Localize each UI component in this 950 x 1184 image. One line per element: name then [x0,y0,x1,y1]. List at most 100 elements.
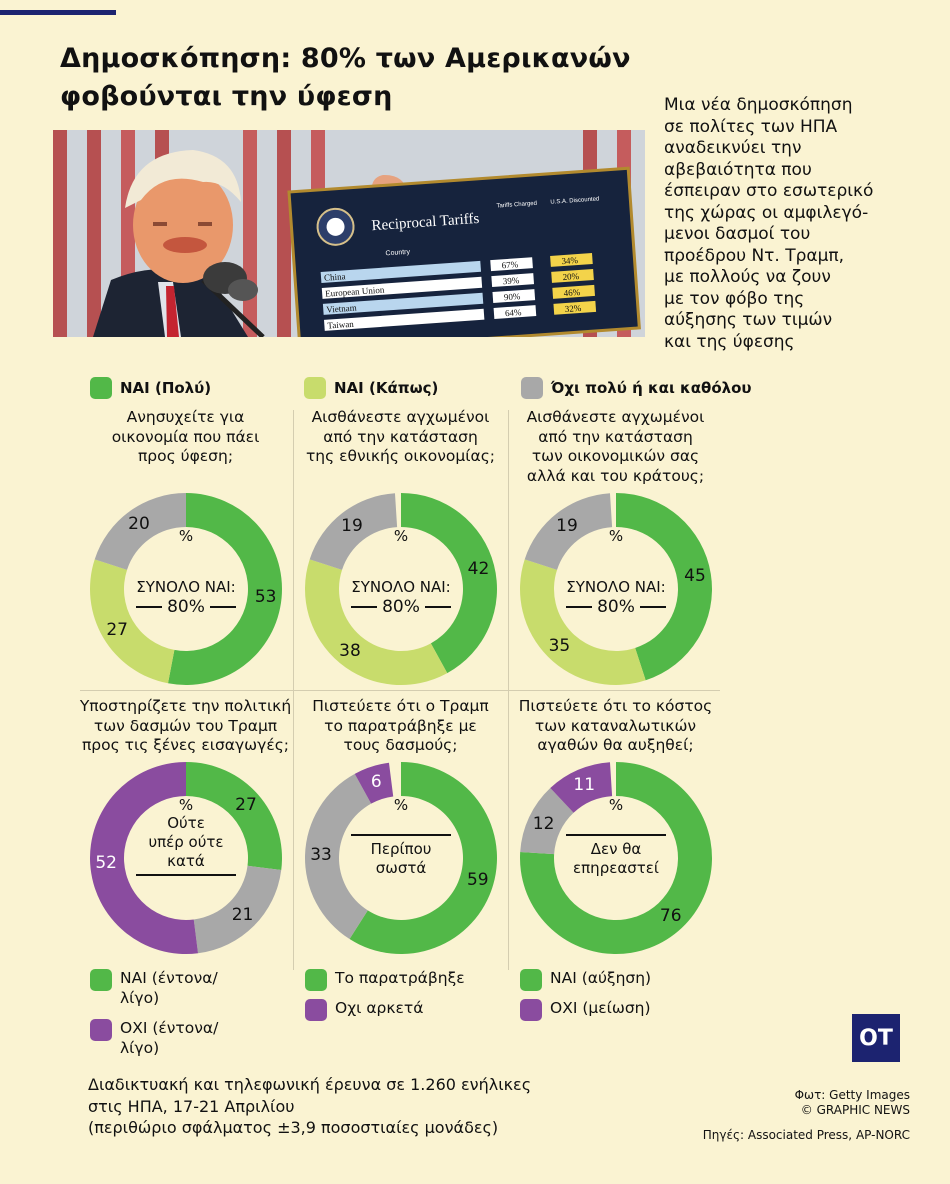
photo-trump-tariffs-board: Reciprocal Tariffs Tariffs Charged U.S.A… [53,130,645,337]
donut-slice [168,493,282,685]
donut-slice [89,559,175,684]
center-label: Ούτε υπέρ ούτε κατά [136,814,236,876]
legend-yes-strong: ΝΑΙ (έντονα/ λίγο) [90,968,218,1008]
svg-text:European Union: European Union [325,285,385,299]
legend-swatch-gray [521,377,543,399]
svg-text:Reciprocal Tariffs: Reciprocal Tariffs [371,211,480,235]
slice-value-label: 19 [556,515,578,536]
legend-increase: ΝΑΙ (αύξηση) [520,968,651,991]
donut-slice [520,788,574,855]
slice-value-label: 52 [95,853,117,874]
intro-text: Μια νέα δημοσκόπηση σε πολίτες των ΗΠΑ α… [664,95,874,352]
donut-svg [520,762,712,954]
donut-slice [186,762,282,871]
svg-text:U.S.A. Discounted: U.S.A. Discounted [550,196,599,205]
donut-slice [520,762,712,954]
copyright-credit: © GRAPHIC NEWS [800,1103,910,1117]
donut-chart-tariff-support: % Ούτε υπέρ ούτε κατά 27 21 52 [88,760,284,956]
percent-sign: % [608,527,624,545]
legend-went-too-far: Το παρατράβηξε [305,968,465,991]
donut-slice [309,493,398,570]
total-yes: ΣΥΝΟΛΟ ΝΑΙ: 80% [136,578,236,617]
slice-value-label: 45 [684,566,706,587]
legend-decrease: ΟΧΙ (μείωση) [520,998,651,1021]
donut-svg [305,493,497,685]
percent-sign: % [393,796,409,814]
slice-value-label: 6 [370,771,382,792]
donut-slice [193,865,282,954]
legend-not-enough: Οχι αρκετά [305,998,423,1021]
sources-credit: Πηγές: Associated Press, AP-NORC [702,1128,910,1142]
donut-chart-consumer-costs: % Δεν θα επηρεαστεί 76 12 11 [518,760,714,956]
svg-text:90%: 90% [504,291,522,302]
percent-sign: % [178,796,194,814]
donut-chart-national-economy: % ΣΥΝΟΛΟ ΝΑΙ: 80% 42 38 19 [303,491,499,687]
question-national-economy: Αισθάνεστε αγχωμένοι από την κατάσταση τ… [305,408,496,465]
legend-swatch-green [90,377,112,399]
donut-slice [305,559,448,685]
page-title: Δημοσκόπηση: 80% των Αμερικανών φοβούντα… [60,43,631,112]
total-yes: ΣΥΝΟΛΟ ΝΑΙ: 80% [566,578,666,617]
donut-slice [520,559,646,685]
question-consumer-costs: Πιστεύετε ότι το κόστος των καταναλωτικώ… [518,697,713,754]
donut-svg [89,493,282,685]
donut-slice [550,762,613,813]
svg-text:46%: 46% [563,287,581,298]
donut-svg [305,762,498,954]
question-went-too-far: Πιστεύετε ότι ο Τραμπ το παρατράβηξε με … [312,697,489,754]
slice-value-label: 19 [341,515,363,536]
question-tariff-support: Υποστηρίζετε την πολιτική των δασμών του… [79,697,292,754]
donut-slice [354,762,394,804]
slice-value-label: 38 [339,640,361,661]
svg-text:Vietnam: Vietnam [326,303,357,315]
question-personal-finances: Αισθάνεστε αγχωμένοι από την κατάσταση τ… [526,408,705,485]
svg-text:Tariffs Charged: Tariffs Charged [496,201,537,210]
donut-svg [520,493,712,685]
center-label: Περίπου σωστά [351,834,451,878]
slice-value-label: 11 [573,774,596,795]
survey-footnote: Διαδικτυακή και τηλεφωνική έρευνα σε 1.2… [88,1075,532,1137]
svg-text:39%: 39% [502,275,520,286]
svg-text:20%: 20% [562,271,580,282]
donut-slice [524,493,613,570]
legend-not-much: Όχι πολύ ή και καθόλου [521,377,752,399]
svg-text:Taiwan: Taiwan [327,319,354,331]
donut-slice [305,773,372,940]
row-divider [80,690,720,691]
question-recession-worry: Ανησυχείτε για οικονομία που πάει προς ύ… [111,408,260,465]
slice-value-label: 20 [128,514,150,535]
slice-value-label: 53 [254,586,277,607]
svg-text:64%: 64% [505,307,523,318]
svg-text:China: China [324,271,346,282]
legend-no-strong: ΟΧΙ (έντονα/ λίγο) [90,1018,218,1058]
slice-value-label: 59 [466,870,489,891]
slice-value-label: 12 [532,813,555,834]
donut-slice [349,762,498,954]
donut-svg [90,762,282,954]
legend-yes-much: ΝΑΙ (Πολύ) [90,377,211,399]
percent-sign: % [608,796,624,814]
donut-slice [401,493,497,674]
donut-chart-went-too-far: % Περίπου σωστά 59 33 6 [303,760,499,956]
legend-swatch-lightgreen [304,377,326,399]
slice-value-label: 76 [659,906,682,927]
ot-logo: ΟΤ [852,1014,900,1062]
center-label: Δεν θα επηρεαστεί [566,834,666,878]
svg-text:34%: 34% [561,255,579,266]
photo-credit: Φωτ: Getty Images [794,1088,910,1102]
svg-text:32%: 32% [564,303,582,314]
slice-value-label: 35 [548,635,571,656]
slice-value-label: 42 [467,559,490,580]
percent-sign: % [393,527,409,545]
svg-text:67%: 67% [501,259,519,270]
svg-text:Country: Country [385,249,410,258]
donut-chart-personal-finances: % ΣΥΝΟΛΟ ΝΑΙ: 80% 45 35 19 [518,491,714,687]
slice-value-label: 21 [231,904,254,925]
donut-chart-recession: % ΣΥΝΟΛΟ ΝΑΙ: 80% 53 27 20 [88,491,284,687]
donut-slice [616,493,712,681]
donut-slice [94,493,186,570]
slice-value-label: 27 [106,619,128,640]
slice-value-label: 33 [310,845,332,866]
legend-yes-somewhat: ΝΑΙ (Κάπως) [304,377,438,399]
total-yes: ΣΥΝΟΛΟ ΝΑΙ: 80% [351,578,451,617]
